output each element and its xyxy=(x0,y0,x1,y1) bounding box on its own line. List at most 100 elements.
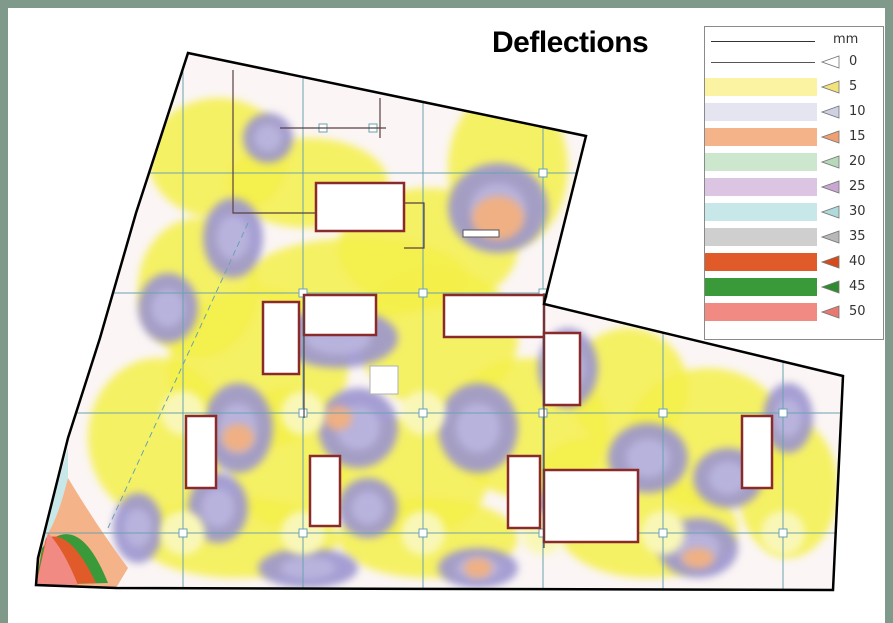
orange-peak xyxy=(222,424,254,452)
wall-core xyxy=(506,454,542,530)
slab-outline xyxy=(34,51,845,592)
legend-value: 45 xyxy=(849,279,866,294)
legend-unit: mm xyxy=(833,32,859,47)
column-marker xyxy=(418,288,428,298)
legend-triangle-icon xyxy=(821,255,840,269)
lavender-zone xyxy=(151,288,185,328)
legend-item: 25 xyxy=(705,178,883,196)
partition-line xyxy=(232,70,316,214)
legend-value: 0 xyxy=(849,54,858,69)
orange-peak xyxy=(464,558,492,578)
grid-line-diagonal xyxy=(107,222,249,529)
orange-peak xyxy=(472,196,524,240)
orange-peak xyxy=(682,548,714,568)
column-marker xyxy=(658,528,668,538)
legend-value: 35 xyxy=(849,229,866,244)
legend-swatch xyxy=(705,178,817,196)
legend-swatch xyxy=(711,62,815,63)
lavender-zone xyxy=(626,438,670,478)
partition-lines xyxy=(232,70,545,548)
wall-core xyxy=(442,293,546,339)
partition-line xyxy=(404,202,425,249)
legend-triangle-icon xyxy=(821,230,840,244)
legend-value: 15 xyxy=(849,129,866,144)
wall-core xyxy=(184,414,218,490)
legend-value: 30 xyxy=(849,204,866,219)
edge-band-pink xyxy=(36,533,78,585)
lavender-zone xyxy=(708,461,748,495)
legend-item: 30 xyxy=(705,203,883,221)
legend-swatch xyxy=(705,128,817,146)
column-marker xyxy=(778,528,788,538)
legend-item: 15 xyxy=(705,128,883,146)
legend-item: 10 xyxy=(705,103,883,121)
opening xyxy=(369,365,399,395)
legend-triangle-icon xyxy=(821,205,840,219)
legend-triangle-icon xyxy=(821,305,840,319)
wall-core xyxy=(261,300,301,376)
deflection-floor-plan xyxy=(34,51,845,592)
column-marker xyxy=(418,528,428,538)
column-marker xyxy=(418,408,428,418)
legend-item: 50 xyxy=(705,303,883,321)
legend-value: 10 xyxy=(849,104,866,119)
lavender-zone xyxy=(254,124,282,152)
legend-header-row: mm xyxy=(705,31,883,49)
legend-swatch xyxy=(705,203,817,221)
legend-swatch xyxy=(705,253,817,271)
lavender-zone xyxy=(456,403,500,453)
legend-swatch xyxy=(705,278,817,296)
wall-core xyxy=(308,454,342,528)
legend-value: 40 xyxy=(849,254,866,269)
edge-band-cyan xyxy=(42,448,68,548)
column-marker xyxy=(658,408,668,418)
lavender-zone xyxy=(351,491,385,525)
wall-core xyxy=(302,293,378,337)
legend-triangle-icon xyxy=(821,155,840,169)
legend-triangle-icon xyxy=(821,180,840,194)
legend-value: 50 xyxy=(849,304,866,319)
legend-item: 45 xyxy=(705,278,883,296)
wall-core xyxy=(314,181,406,233)
structural-walls xyxy=(184,181,774,544)
legend-header-line xyxy=(711,41,815,42)
legend-item: 0 xyxy=(705,53,883,71)
legend-value: 20 xyxy=(849,154,866,169)
column-marker xyxy=(778,408,788,418)
figure-frame: Deflections mm 0 5 10 15 20 25 30 35 40 45 50 xyxy=(8,8,885,623)
figure-title: Deflections xyxy=(492,26,649,59)
legend-triangle-icon xyxy=(821,280,840,294)
deflection-legend: mm 0 5 10 15 20 25 30 35 40 45 50 xyxy=(704,26,884,340)
opening xyxy=(462,229,500,238)
lavender-zone xyxy=(280,557,336,579)
column-marker xyxy=(298,408,308,418)
wall-core xyxy=(740,414,774,490)
legend-swatch xyxy=(705,103,817,121)
legend-item: 20 xyxy=(705,153,883,171)
column-marker xyxy=(538,168,548,178)
lavender-zone xyxy=(774,398,802,438)
column-marker xyxy=(538,408,548,418)
column-marker xyxy=(178,528,188,538)
lavender-zone xyxy=(124,508,152,548)
legend-triangle-icon xyxy=(821,55,840,69)
legend-value: 5 xyxy=(849,79,858,94)
legend-triangle-icon xyxy=(821,80,840,94)
orange-peak xyxy=(324,406,352,430)
legend-value: 25 xyxy=(849,179,866,194)
legend-item: 5 xyxy=(705,78,883,96)
wall-core xyxy=(542,331,582,407)
legend-item: 40 xyxy=(705,253,883,271)
legend-swatch xyxy=(705,78,817,96)
legend-triangle-icon xyxy=(821,105,840,119)
legend-swatch xyxy=(705,228,817,246)
legend-triangle-icon xyxy=(821,130,840,144)
column-marker xyxy=(298,528,308,538)
legend-item: 35 xyxy=(705,228,883,246)
legend-swatch xyxy=(705,153,817,171)
lavender-zone xyxy=(216,216,250,260)
wall-core xyxy=(542,468,640,544)
lavender-zone xyxy=(201,488,235,528)
legend-swatch xyxy=(705,303,817,321)
contour-orange-layer xyxy=(222,196,714,578)
